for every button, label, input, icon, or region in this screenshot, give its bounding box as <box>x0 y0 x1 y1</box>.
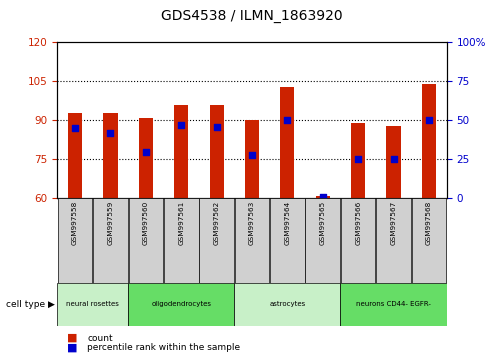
Point <box>142 149 150 154</box>
Bar <box>129 198 163 283</box>
Text: neural rosettes: neural rosettes <box>66 302 119 307</box>
Bar <box>340 283 447 326</box>
Bar <box>68 113 82 198</box>
Text: GSM997566: GSM997566 <box>355 201 361 245</box>
Bar <box>199 198 234 283</box>
Bar <box>235 198 269 283</box>
Text: GSM997561: GSM997561 <box>178 201 184 245</box>
Point <box>390 156 398 162</box>
Point <box>354 156 362 162</box>
Text: percentile rank within the sample: percentile rank within the sample <box>87 343 241 352</box>
Text: GSM997565: GSM997565 <box>320 201 326 245</box>
Bar <box>280 87 294 198</box>
Text: GSM997559: GSM997559 <box>107 201 113 245</box>
Bar <box>316 196 330 198</box>
Bar <box>128 283 235 326</box>
Bar <box>270 198 305 283</box>
Bar <box>58 198 92 283</box>
Bar <box>57 283 128 326</box>
Point <box>106 130 114 136</box>
Bar <box>174 105 188 198</box>
Text: astrocytes: astrocytes <box>269 302 305 307</box>
Point <box>177 122 185 128</box>
Point <box>248 152 256 158</box>
Bar <box>412 198 446 283</box>
Text: cell type ▶: cell type ▶ <box>6 300 55 309</box>
Point <box>71 125 79 131</box>
Text: GSM997560: GSM997560 <box>143 201 149 245</box>
Bar <box>351 123 365 198</box>
Text: GSM997568: GSM997568 <box>426 201 432 245</box>
Text: ■: ■ <box>67 333 78 343</box>
Bar <box>386 126 401 198</box>
Point <box>319 194 327 200</box>
Bar <box>139 118 153 198</box>
Bar <box>376 198 411 283</box>
Text: GSM997562: GSM997562 <box>214 201 220 245</box>
Point <box>213 124 221 130</box>
Text: ■: ■ <box>67 343 78 353</box>
Bar <box>93 198 128 283</box>
Bar <box>305 198 340 283</box>
Bar <box>422 84 436 198</box>
Bar <box>235 283 340 326</box>
Bar <box>341 198 375 283</box>
Text: GSM997564: GSM997564 <box>284 201 290 245</box>
Point <box>283 118 291 123</box>
Text: neurons CD44- EGFR-: neurons CD44- EGFR- <box>356 302 431 307</box>
Text: GSM997558: GSM997558 <box>72 201 78 245</box>
Bar <box>210 105 224 198</box>
Text: GDS4538 / ILMN_1863920: GDS4538 / ILMN_1863920 <box>161 9 343 23</box>
Bar <box>245 120 259 198</box>
Text: oligodendrocytes: oligodendrocytes <box>151 302 211 307</box>
Point <box>425 118 433 123</box>
Text: GSM997563: GSM997563 <box>249 201 255 245</box>
Bar <box>164 198 199 283</box>
Text: GSM997567: GSM997567 <box>391 201 397 245</box>
Text: count: count <box>87 333 113 343</box>
Bar <box>103 113 118 198</box>
